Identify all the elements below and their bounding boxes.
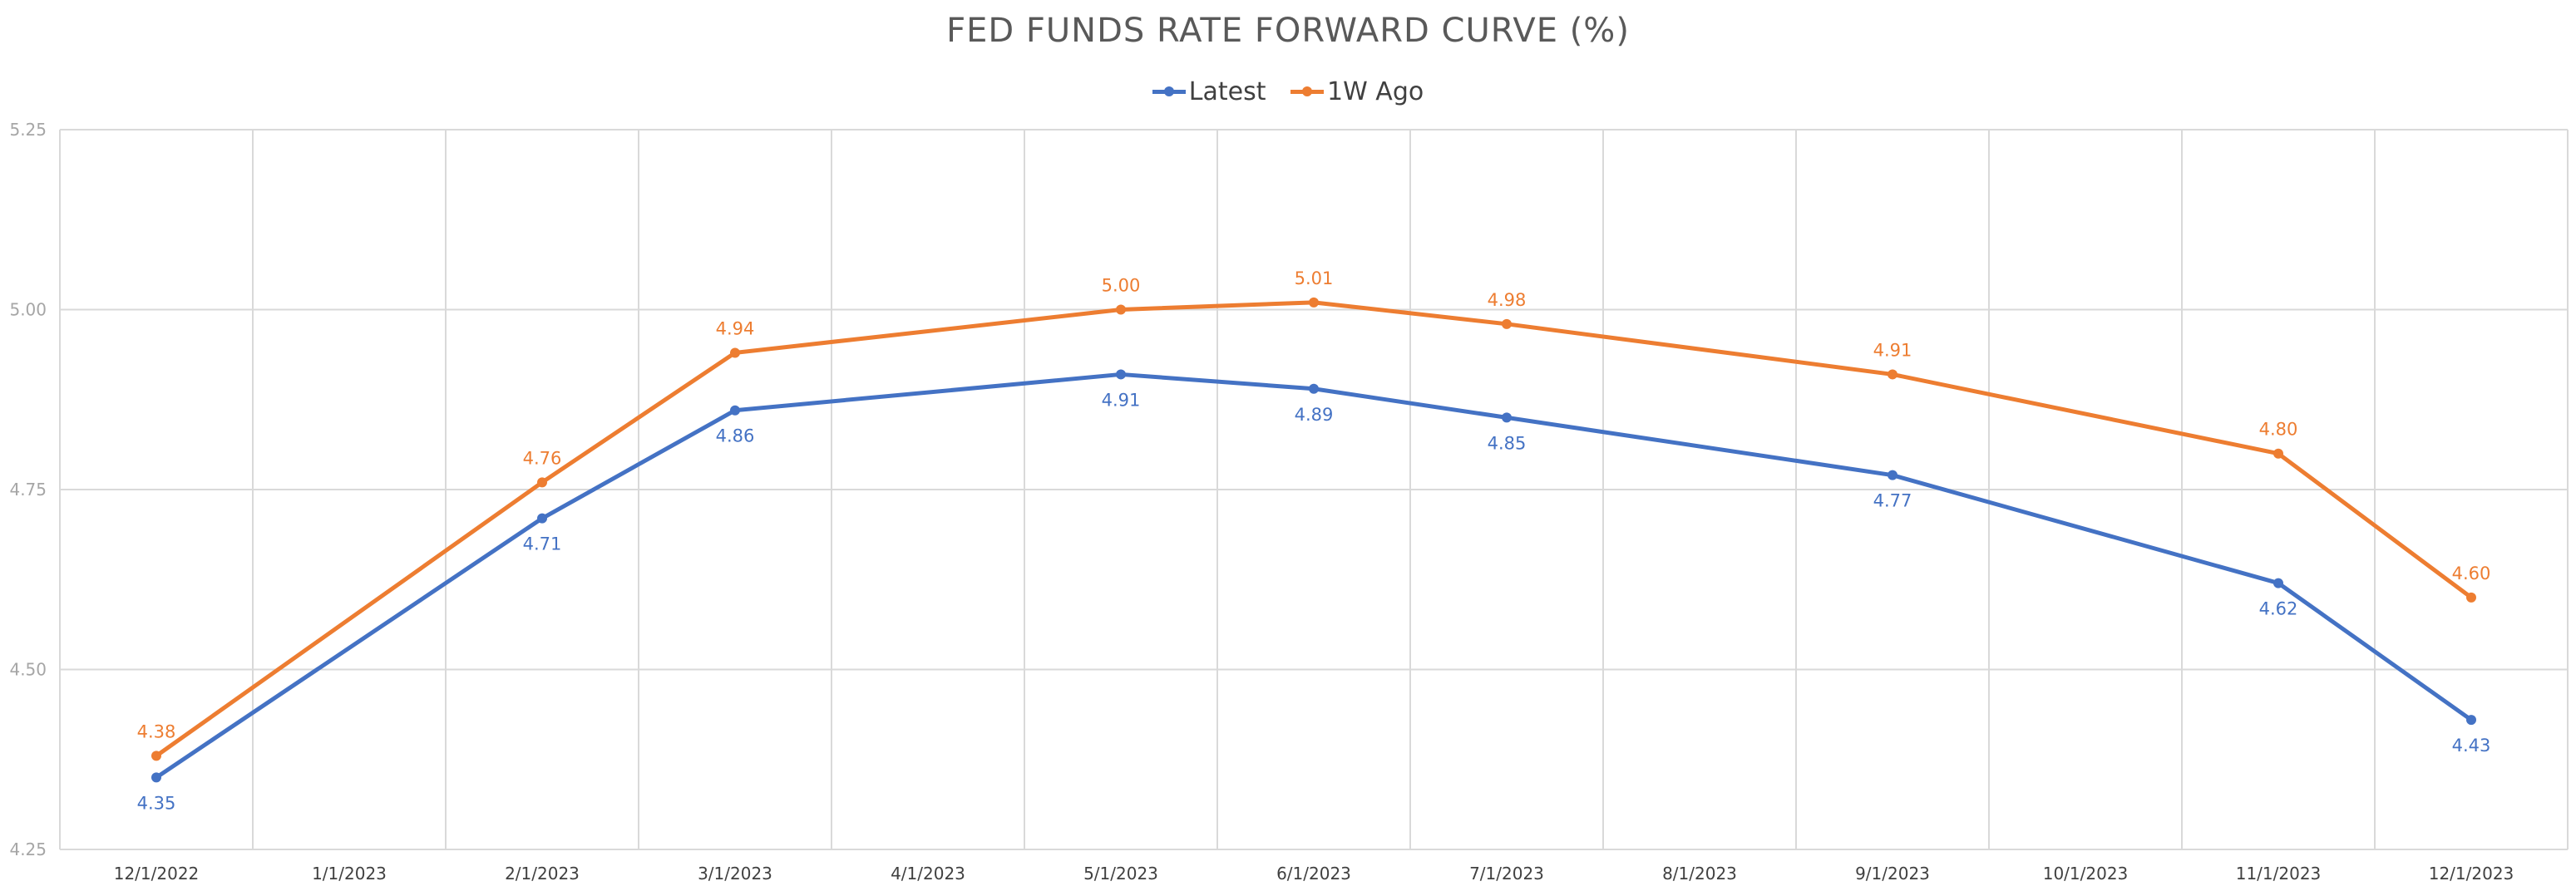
x-tick-label: 4/1/2023 (891, 864, 965, 884)
chart-legend: Latest 1W Ago (0, 71, 2576, 106)
data-label-latest: 4.86 (716, 426, 755, 446)
x-tick-label: 11/1/2023 (2236, 864, 2322, 884)
data-label-latest: 4.35 (137, 793, 176, 813)
legend-marker-latest (1163, 86, 1174, 96)
data-point-latest (2273, 578, 2283, 588)
legend-label-1w-ago: 1W Ago (1327, 77, 1424, 106)
data-point-1w-ago (151, 751, 161, 761)
y-tick-label: 5.25 (9, 120, 47, 140)
data-label-1w-ago: 4.38 (137, 721, 176, 741)
y-tick-label: 4.50 (9, 660, 47, 680)
x-tick-label: 6/1/2023 (1276, 864, 1351, 884)
data-point-latest (730, 405, 740, 416)
y-tick-label: 4.75 (9, 480, 47, 500)
data-point-latest (2466, 715, 2476, 726)
data-point-latest (151, 772, 161, 783)
legend-swatch-1w-ago (1290, 86, 1325, 96)
x-tick-label: 8/1/2023 (1662, 864, 1737, 884)
data-label-1w-ago: 4.60 (2452, 564, 2491, 583)
x-tick-label: 12/1/2023 (2429, 864, 2514, 884)
data-label-1w-ago: 5.00 (1102, 276, 1141, 296)
data-point-1w-ago (1502, 318, 1512, 329)
y-tick-label: 5.00 (9, 300, 47, 320)
x-tick-label: 10/1/2023 (2043, 864, 2129, 884)
data-label-latest: 4.77 (1873, 491, 1912, 511)
legend-swatch-latest (1152, 86, 1186, 96)
legend-label-latest: Latest (1188, 77, 1266, 106)
data-label-1w-ago: 4.98 (1488, 290, 1527, 310)
legend-item-latest[interactable]: Latest (1152, 77, 1266, 106)
legend-marker-1w-ago (1302, 86, 1313, 96)
data-label-latest: 4.91 (1102, 390, 1141, 410)
y-tick-label: 4.25 (9, 839, 47, 859)
data-point-1w-ago (1309, 297, 1319, 308)
chart-title: FED FUNDS RATE FORWARD CURVE (%) (946, 12, 1630, 50)
data-label-latest: 4.43 (2452, 736, 2491, 756)
data-point-latest (537, 513, 547, 524)
data-point-1w-ago (1888, 369, 1897, 380)
series-line-1w-ago (155, 300, 2473, 758)
x-tick-label: 12/1/2022 (114, 864, 200, 884)
data-label-latest: 4.71 (523, 534, 562, 554)
x-tick-label: 7/1/2023 (1469, 864, 1544, 884)
data-point-latest (1116, 369, 1126, 380)
series-line-latest (155, 372, 2473, 780)
data-label-1w-ago: 4.94 (716, 318, 755, 338)
data-label-latest: 4.62 (2259, 599, 2298, 619)
data-point-1w-ago (537, 477, 547, 488)
data-label-latest: 4.89 (1295, 405, 1334, 425)
data-label-latest: 4.85 (1488, 433, 1527, 453)
data-point-1w-ago (2466, 592, 2476, 603)
data-point-latest (1502, 412, 1512, 423)
data-label-1w-ago: 4.76 (523, 448, 562, 468)
data-point-latest (1888, 470, 1897, 480)
data-label-1w-ago: 4.80 (2259, 420, 2298, 440)
x-tick-label: 1/1/2023 (312, 864, 387, 884)
legend-item-1w-ago[interactable]: 1W Ago (1290, 77, 1424, 106)
x-tick-label: 9/1/2023 (1855, 864, 1930, 884)
data-label-1w-ago: 5.01 (1295, 268, 1334, 288)
x-tick-label: 5/1/2023 (1083, 864, 1158, 884)
data-point-latest (1309, 383, 1319, 394)
x-tick-label: 3/1/2023 (698, 864, 772, 884)
data-label-1w-ago: 4.91 (1873, 340, 1912, 360)
data-point-1w-ago (730, 347, 740, 358)
x-tick-label: 2/1/2023 (505, 864, 580, 884)
data-point-1w-ago (1116, 304, 1126, 315)
data-point-1w-ago (2273, 448, 2283, 459)
